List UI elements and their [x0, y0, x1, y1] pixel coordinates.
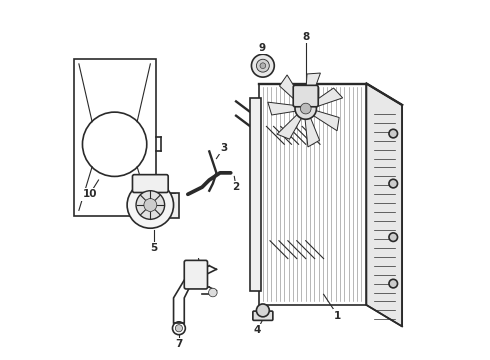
Text: 2: 2 — [232, 182, 240, 192]
Polygon shape — [305, 73, 320, 104]
Circle shape — [300, 103, 311, 114]
Polygon shape — [268, 102, 301, 115]
Text: 4: 4 — [254, 325, 261, 335]
FancyBboxPatch shape — [250, 98, 261, 291]
Circle shape — [251, 54, 274, 77]
FancyBboxPatch shape — [74, 59, 156, 216]
FancyBboxPatch shape — [184, 260, 207, 289]
Circle shape — [256, 59, 270, 72]
Text: 3: 3 — [220, 143, 227, 153]
Text: 5: 5 — [150, 243, 157, 253]
Text: 6: 6 — [196, 264, 204, 274]
FancyBboxPatch shape — [165, 193, 179, 217]
Circle shape — [175, 325, 182, 332]
Circle shape — [295, 98, 317, 119]
Text: 7: 7 — [175, 339, 183, 349]
Circle shape — [260, 63, 266, 68]
Text: 8: 8 — [302, 32, 309, 42]
Circle shape — [144, 199, 157, 211]
Polygon shape — [367, 84, 402, 327]
Circle shape — [127, 182, 173, 228]
Circle shape — [389, 279, 397, 288]
Polygon shape — [304, 113, 319, 147]
FancyBboxPatch shape — [259, 84, 367, 305]
Circle shape — [256, 304, 270, 317]
Polygon shape — [309, 109, 339, 131]
FancyBboxPatch shape — [132, 175, 168, 193]
Circle shape — [389, 233, 397, 242]
Text: 10: 10 — [82, 189, 97, 199]
Polygon shape — [277, 111, 304, 139]
Polygon shape — [279, 75, 305, 106]
FancyBboxPatch shape — [293, 85, 318, 107]
Circle shape — [389, 129, 397, 138]
Circle shape — [389, 179, 397, 188]
Polygon shape — [310, 88, 343, 109]
Circle shape — [209, 288, 217, 297]
Circle shape — [136, 191, 165, 219]
Text: 1: 1 — [334, 311, 342, 321]
FancyBboxPatch shape — [253, 311, 273, 320]
Text: 9: 9 — [259, 43, 266, 53]
